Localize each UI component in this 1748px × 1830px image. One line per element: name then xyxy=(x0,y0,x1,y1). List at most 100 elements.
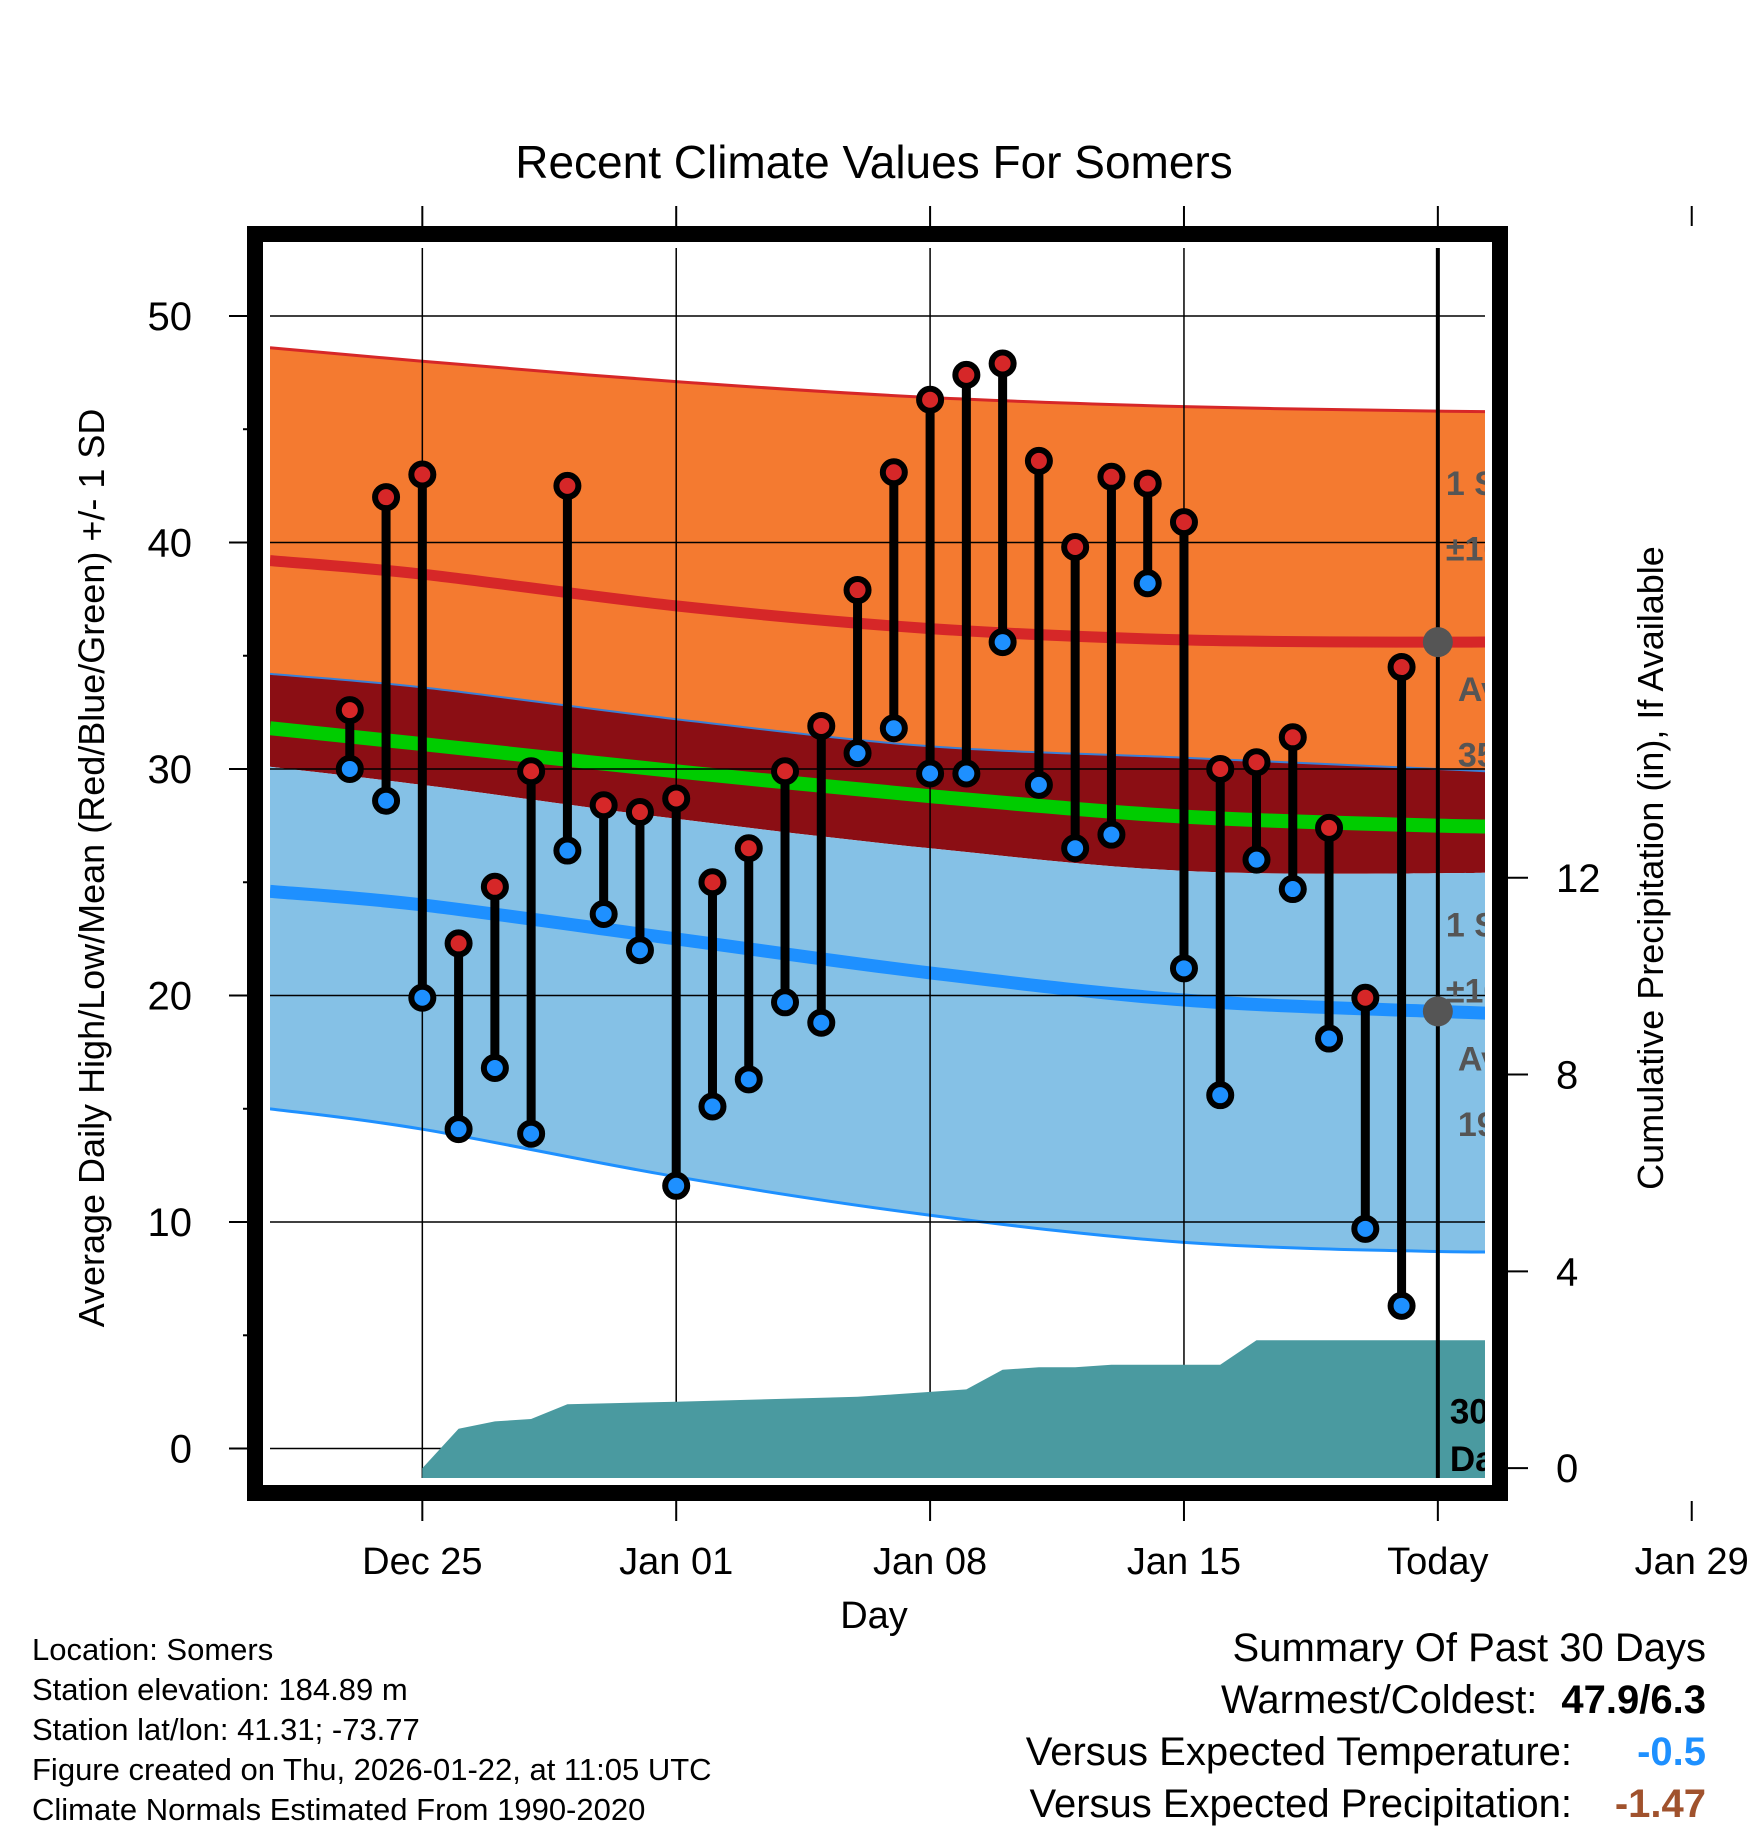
y-tick-label: 50 xyxy=(148,295,193,339)
precip-value: -1.47 xyxy=(1596,1778,1706,1830)
x-tick-label: Jan 01 xyxy=(619,1541,733,1583)
low-point xyxy=(810,1012,832,1034)
warmest-coldest-label: Warmest/Coldest: xyxy=(1221,1678,1537,1722)
low-point xyxy=(883,717,905,739)
low-avg-value: 19.3°F xyxy=(1458,1106,1559,1144)
location-text: Location: Somers xyxy=(32,1630,712,1670)
high-point xyxy=(919,389,941,411)
high-point xyxy=(774,760,796,782)
y-tick-label: 40 xyxy=(148,521,193,565)
high-point xyxy=(1354,987,1376,1009)
low-sd-label: 1 SD: xyxy=(1446,907,1533,945)
high-point xyxy=(701,871,723,893)
low-point xyxy=(1209,1084,1231,1106)
high-point xyxy=(955,364,977,386)
high-point xyxy=(411,464,433,486)
x-tick-label: Dec 25 xyxy=(362,1541,482,1583)
low-point xyxy=(701,1096,723,1118)
low-point xyxy=(665,1175,687,1197)
x-tick-label: Today xyxy=(1387,1541,1488,1583)
high-point xyxy=(883,461,905,483)
precip-area xyxy=(422,1340,1710,1498)
y-tick-label: 30 xyxy=(148,748,193,792)
high-point xyxy=(520,760,542,782)
warmest-coldest-value: 47.9/6.3 xyxy=(1561,1674,1706,1726)
low-point xyxy=(847,742,869,764)
summary-temp-row: Versus Expected Temperature: -0.5 xyxy=(1026,1726,1706,1778)
y-axis-label: Average Daily High/Low/Mean (Red/Blue/Gr… xyxy=(71,409,112,1328)
low-point xyxy=(1064,837,1086,859)
low-point xyxy=(1137,572,1159,594)
days-word: Days xyxy=(1450,1440,1534,1479)
x-axis-label: Day xyxy=(840,1595,908,1637)
x-tick-label: Jan 15 xyxy=(1127,1541,1241,1583)
elevation-text: Station elevation: 184.89 m xyxy=(32,1670,712,1710)
high-point xyxy=(375,486,397,508)
low-point xyxy=(955,763,977,785)
precip-label: Versus Expected Precipitation: xyxy=(1029,1782,1572,1826)
low-point xyxy=(339,758,361,780)
created-text: Figure created on Thu, 2026-01-22, at 11… xyxy=(32,1750,712,1790)
high-point xyxy=(1100,466,1122,488)
high-point xyxy=(339,699,361,721)
low-point xyxy=(1391,1295,1413,1317)
high-point xyxy=(1318,817,1340,839)
high-point xyxy=(484,876,506,898)
low-point xyxy=(1246,849,1268,871)
high-point xyxy=(1209,758,1231,780)
y-tick-label: 20 xyxy=(148,975,193,1019)
high-sd-label: 1 SD: xyxy=(1446,465,1533,503)
summary-panel: Summary Of Past 30 Days Warmest/Coldest:… xyxy=(1026,1622,1706,1830)
low-point xyxy=(411,987,433,1009)
station-info: Location: Somers Station elevation: 184.… xyxy=(32,1630,712,1830)
low-point xyxy=(774,991,796,1013)
x-tick-label: Jan 08 xyxy=(873,1541,987,1583)
y2-axis-label: Cumulative Precipitation (in), If Availa… xyxy=(1630,546,1671,1190)
low-point xyxy=(629,939,651,961)
high-point xyxy=(1391,656,1413,678)
y-tick-label: 10 xyxy=(148,1201,193,1245)
low-point xyxy=(375,790,397,812)
low-point xyxy=(593,903,615,925)
days-number: 30 xyxy=(1450,1393,1489,1432)
normals-text: Climate Normals Estimated From 1990-2020 xyxy=(32,1790,712,1830)
y-tick-label: 0 xyxy=(170,1428,192,1472)
low-point xyxy=(919,763,941,785)
summary-title: Summary Of Past 30 Days xyxy=(1026,1622,1706,1674)
low-point xyxy=(1173,957,1195,979)
today-high-avg-marker xyxy=(1423,627,1453,657)
high-point xyxy=(1246,751,1268,773)
low-point xyxy=(556,840,578,862)
low-point xyxy=(1318,1028,1340,1050)
y2-tick-label: 8 xyxy=(1556,1054,1578,1098)
x-tick-label: Jan 29 xyxy=(1635,1541,1748,1583)
summary-warmest-row: Warmest/Coldest: 47.9/6.3 xyxy=(1026,1674,1706,1726)
high-point xyxy=(1028,450,1050,472)
low-point xyxy=(520,1123,542,1145)
high-point xyxy=(556,475,578,497)
low-point xyxy=(1028,774,1050,796)
low-point xyxy=(1354,1218,1376,1240)
y2-tick-label: 12 xyxy=(1556,857,1601,901)
y2-tick-label: 4 xyxy=(1556,1250,1578,1294)
low-point xyxy=(448,1118,470,1140)
high-point xyxy=(992,353,1014,375)
high-point xyxy=(1064,536,1086,558)
temp-value: -0.5 xyxy=(1596,1726,1706,1778)
low-point xyxy=(992,631,1014,653)
high-point xyxy=(810,715,832,737)
high-point xyxy=(448,932,470,954)
temp-label: Versus Expected Temperature: xyxy=(1026,1730,1572,1774)
today-low-avg-marker xyxy=(1423,996,1453,1026)
low-point xyxy=(1282,878,1304,900)
y2-tick-label: 0 xyxy=(1556,1447,1578,1491)
high-point xyxy=(629,801,651,823)
latlon-text: Station lat/lon: 41.31; -73.77 xyxy=(32,1710,712,1750)
summary-precip-row: Versus Expected Precipitation: -1.47 xyxy=(1026,1778,1706,1830)
low-point xyxy=(1100,824,1122,846)
chart-title: Recent Climate Values For Somers xyxy=(515,136,1233,188)
high-avg-value: 35.6°F xyxy=(1458,737,1559,775)
high-point xyxy=(1282,726,1304,748)
low-point xyxy=(738,1068,760,1090)
